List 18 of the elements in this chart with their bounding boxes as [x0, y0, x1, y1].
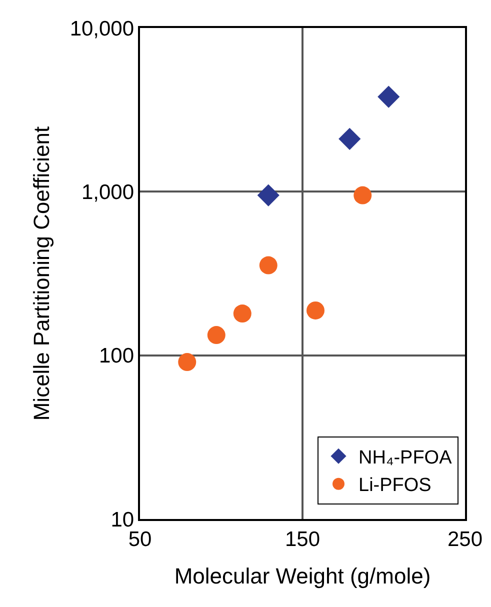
x-tick-label: 250 — [447, 528, 483, 551]
y-tick-label: 10,000 — [70, 17, 134, 40]
point — [257, 184, 280, 206]
point — [378, 86, 400, 108]
point — [259, 256, 278, 274]
point — [233, 304, 252, 323]
point — [207, 326, 226, 344]
y-axis-title: Micelle Partitioning Coefficient — [29, 126, 54, 421]
point — [338, 128, 361, 150]
point — [354, 186, 372, 204]
y-tick-label: 100 — [99, 344, 134, 368]
x-tick-label: 150 — [284, 528, 320, 551]
x-axis-title: Molecular Weight (g/mole) — [174, 563, 431, 588]
point — [306, 301, 324, 320]
legend-label: Li-PFOS — [358, 475, 432, 496]
legend-label: NH₄-PFOA — [358, 448, 452, 469]
point — [178, 353, 196, 372]
y-tick-label: 1,000 — [81, 181, 134, 204]
